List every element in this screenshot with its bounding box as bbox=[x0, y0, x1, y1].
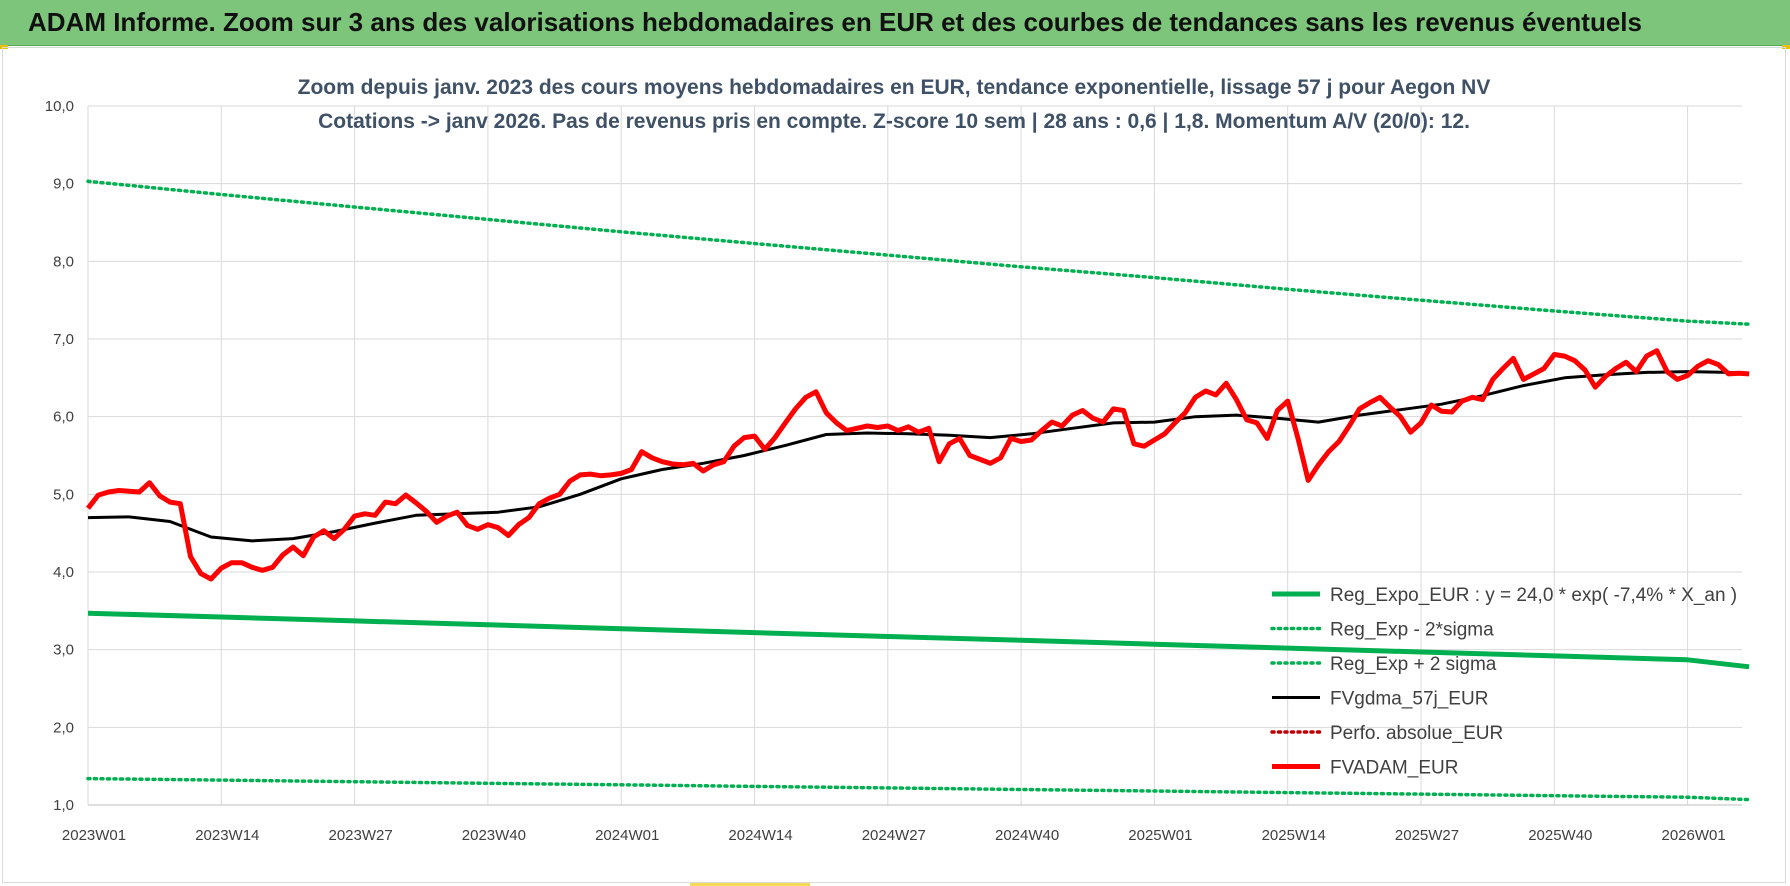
chart-subtitle-line-2: Cotations -> janv 2026. Pas de revenus p… bbox=[318, 110, 1470, 133]
header-bar: ADAM Informe. Zoom sur 3 ans des valoris… bbox=[0, 0, 1790, 46]
y-tick-label: 7,0 bbox=[53, 331, 74, 348]
legend: Reg_Expo_EUR : y = 24,0 * exp( -7,4% * X… bbox=[1270, 585, 1737, 779]
y-axis-ticks: 1,0 2,0 3,0 4,0 5,0 6,0 7,0 8,0 9,0 10,0 bbox=[45, 98, 74, 814]
y-tick-label: 2,0 bbox=[53, 719, 74, 736]
legend-label-5: FVADAM_EUR bbox=[1330, 758, 1458, 779]
y-tick-label: 9,0 bbox=[53, 176, 74, 193]
x-tick-label: 2025W01 bbox=[1128, 827, 1192, 844]
x-tick-label: 2025W27 bbox=[1395, 827, 1459, 844]
legend-label-3: FVgdma_57j_EUR bbox=[1330, 689, 1488, 710]
chart-subtitle-line-1: Zoom depuis janv. 2023 des cours moyens … bbox=[298, 76, 1491, 99]
y-tick-label: 5,0 bbox=[53, 486, 74, 503]
legend-label-2: Reg_Exp + 2 sigma bbox=[1330, 654, 1497, 675]
legend-label-1: Reg_Exp - 2*sigma bbox=[1330, 620, 1494, 641]
x-tick-label: 2024W01 bbox=[595, 827, 659, 844]
bottom-tab-marker bbox=[690, 883, 810, 886]
x-axis-ticks: 2023W01 2023W14 2023W27 2023W40 2024W01 2024W… bbox=[62, 827, 1726, 844]
x-tick-label: 2025W40 bbox=[1528, 827, 1592, 844]
y-tick-label: 1,0 bbox=[53, 797, 74, 814]
grid bbox=[87, 105, 1742, 806]
series-line-3 bbox=[87, 370, 1750, 543]
x-tick-label: 2024W27 bbox=[862, 827, 926, 844]
x-tick-label: 2023W14 bbox=[195, 827, 259, 844]
x-tick-label: 2025W14 bbox=[1262, 827, 1326, 844]
x-tick-label: 2023W40 bbox=[462, 827, 526, 844]
legend-label-0: Reg_Expo_EUR : y = 24,0 * exp( -7,4% * X… bbox=[1330, 585, 1737, 606]
header-title: ADAM Informe. Zoom sur 3 ans des valoris… bbox=[28, 7, 1642, 37]
right-corner-marker bbox=[1782, 45, 1790, 49]
series-layer bbox=[86, 179, 1751, 802]
series-line-1 bbox=[86, 776, 1751, 802]
x-tick-label: 2023W27 bbox=[328, 827, 392, 844]
y-tick-label: 10,0 bbox=[45, 98, 74, 115]
y-tick-label: 8,0 bbox=[53, 253, 74, 270]
x-tick-label: 2023W01 bbox=[62, 827, 126, 844]
x-tick-label: 2026W01 bbox=[1661, 827, 1725, 844]
x-tick-label: 2024W14 bbox=[728, 827, 792, 844]
legend-label-4: Perfo. absolue_EUR bbox=[1330, 723, 1503, 744]
series-line-5 bbox=[86, 348, 1750, 582]
chart-frame bbox=[2, 47, 1786, 883]
y-tick-label: 6,0 bbox=[53, 409, 74, 426]
x-tick-label: 2024W40 bbox=[995, 827, 1059, 844]
series-line-0 bbox=[87, 610, 1750, 670]
y-tick-label: 4,0 bbox=[53, 564, 74, 581]
y-tick-label: 3,0 bbox=[53, 642, 74, 659]
series-line-2 bbox=[86, 179, 1751, 326]
